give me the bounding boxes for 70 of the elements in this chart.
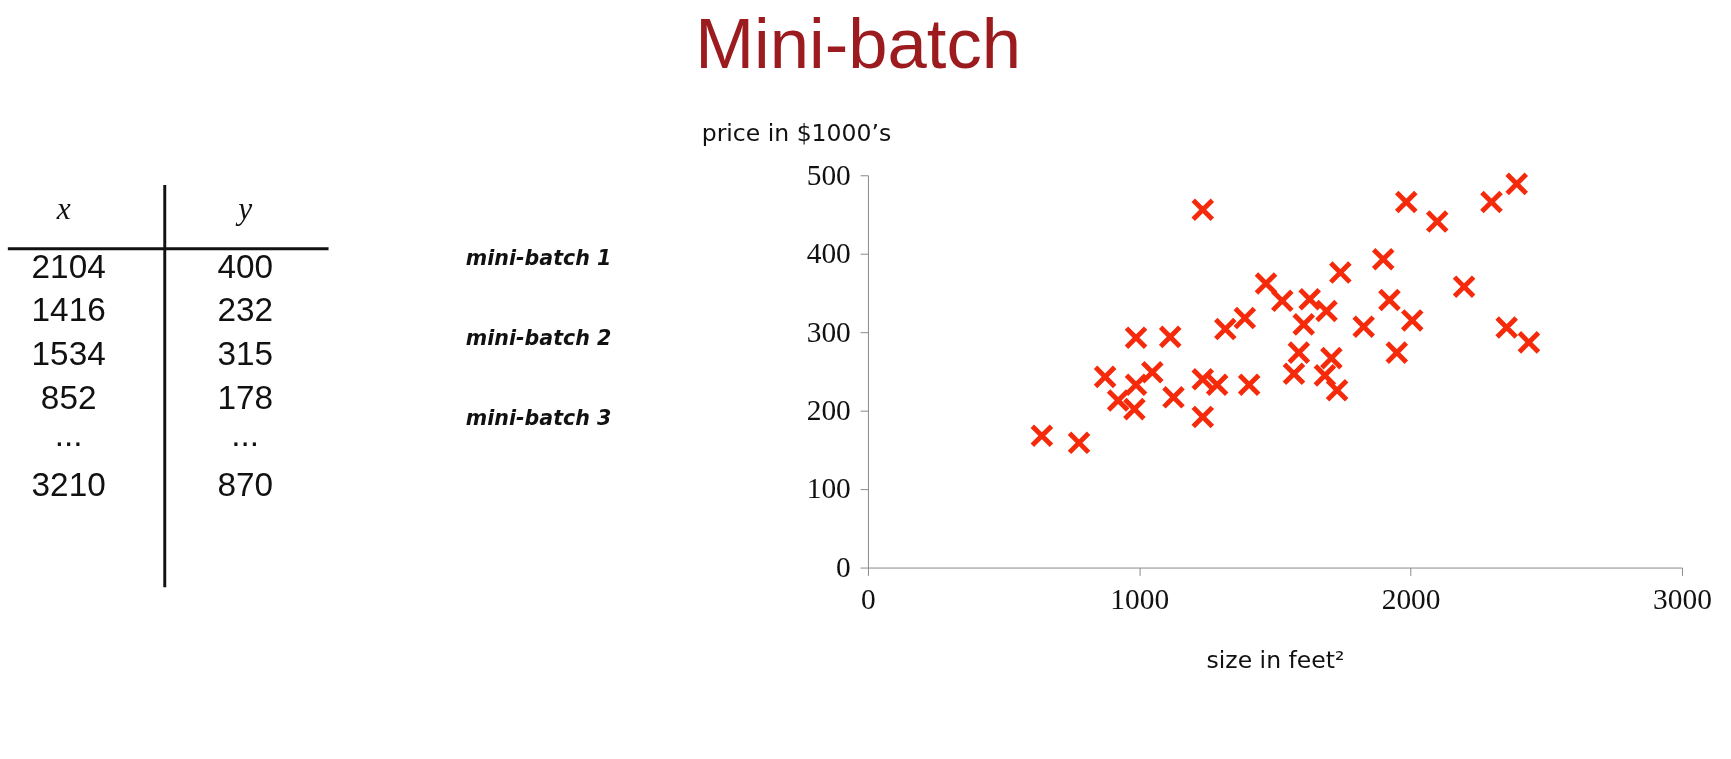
text: 852 bbox=[40, 378, 97, 416]
text: mini-batch 1 bbox=[465, 246, 612, 271]
y-axis-title: price in $1000’s bbox=[701, 119, 892, 148]
point bbox=[1452, 274, 1477, 299]
x-tick-label: 3000 bbox=[1653, 583, 1712, 616]
point bbox=[1122, 397, 1147, 422]
text: 1534 bbox=[31, 334, 106, 372]
point bbox=[1093, 364, 1118, 389]
point bbox=[1312, 363, 1337, 388]
point bbox=[1400, 308, 1425, 333]
text: Mini-batch bbox=[695, 4, 1021, 84]
point bbox=[1328, 260, 1353, 285]
y-tick-label: 400 bbox=[806, 237, 851, 270]
text: 870 bbox=[217, 466, 273, 504]
text: 400 bbox=[217, 247, 273, 285]
point bbox=[1029, 423, 1054, 448]
text: 315 bbox=[217, 334, 273, 372]
point bbox=[1190, 367, 1215, 392]
text: 178 bbox=[217, 378, 273, 416]
point bbox=[1270, 288, 1295, 313]
y-tick-label: 300 bbox=[806, 315, 851, 348]
point bbox=[1479, 189, 1504, 214]
x-axis-title: size in feet² bbox=[1206, 646, 1345, 675]
point bbox=[1425, 209, 1450, 234]
point bbox=[1213, 317, 1238, 342]
text: mini-batch 2 bbox=[465, 326, 612, 351]
point bbox=[1067, 430, 1092, 455]
point bbox=[1124, 325, 1149, 350]
point bbox=[1297, 287, 1322, 312]
point bbox=[1286, 340, 1311, 365]
text: 1416 bbox=[31, 291, 106, 329]
point bbox=[1351, 314, 1376, 339]
point bbox=[1377, 288, 1402, 313]
point bbox=[1291, 312, 1316, 337]
point bbox=[1325, 378, 1350, 403]
point bbox=[1394, 189, 1419, 214]
point bbox=[1314, 299, 1339, 324]
text: 2104 bbox=[31, 247, 106, 285]
point bbox=[1106, 388, 1131, 413]
x-tick-label: 2000 bbox=[1381, 583, 1441, 616]
point bbox=[1281, 361, 1306, 386]
text: 3210 bbox=[31, 466, 106, 504]
point bbox=[1384, 340, 1409, 365]
y-tick-label: 100 bbox=[806, 472, 851, 505]
point bbox=[1140, 360, 1165, 385]
point bbox=[1124, 372, 1149, 397]
point bbox=[1371, 247, 1396, 272]
point bbox=[1319, 346, 1344, 371]
text: 232 bbox=[217, 291, 273, 329]
text: x bbox=[55, 190, 71, 226]
point bbox=[1158, 324, 1183, 349]
text: mini-batch 3 bbox=[465, 405, 612, 430]
point bbox=[1516, 330, 1541, 355]
point bbox=[1190, 404, 1215, 429]
text: y bbox=[235, 190, 253, 226]
y-tick-label: 200 bbox=[806, 393, 851, 426]
x-tick-label: 1000 bbox=[1110, 583, 1170, 616]
point bbox=[1504, 171, 1529, 196]
text: ... bbox=[231, 415, 260, 453]
y-tick-label: 0 bbox=[836, 550, 851, 583]
x-tick-label: 0 bbox=[861, 583, 876, 616]
y-tick-label: 500 bbox=[806, 158, 851, 191]
point bbox=[1161, 385, 1186, 410]
point bbox=[1494, 315, 1519, 340]
point bbox=[1232, 306, 1257, 331]
point bbox=[1237, 372, 1262, 397]
point bbox=[1253, 271, 1279, 296]
point bbox=[1190, 197, 1215, 222]
point bbox=[1205, 372, 1230, 397]
text: ... bbox=[54, 415, 83, 453]
